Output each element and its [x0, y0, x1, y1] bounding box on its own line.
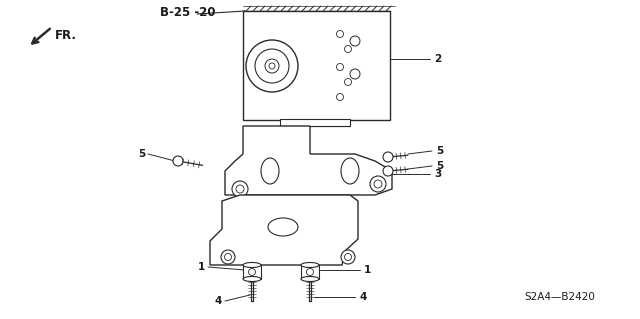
- Circle shape: [173, 156, 183, 166]
- Circle shape: [370, 176, 386, 192]
- Circle shape: [344, 78, 351, 85]
- Circle shape: [337, 63, 344, 70]
- Bar: [301, 265, 319, 279]
- Bar: [243, 11, 390, 120]
- Circle shape: [248, 269, 255, 276]
- Bar: [243, 265, 261, 279]
- Bar: [280, 119, 350, 126]
- Ellipse shape: [268, 218, 298, 236]
- Text: FR.: FR.: [55, 29, 77, 42]
- Polygon shape: [210, 195, 358, 265]
- Circle shape: [344, 46, 351, 53]
- Circle shape: [337, 93, 344, 100]
- Text: 3: 3: [434, 169, 441, 179]
- Circle shape: [269, 63, 275, 69]
- Circle shape: [221, 250, 235, 264]
- Circle shape: [344, 254, 351, 261]
- Circle shape: [307, 269, 314, 276]
- Circle shape: [383, 152, 393, 162]
- Ellipse shape: [341, 158, 359, 184]
- Text: 5: 5: [138, 149, 145, 159]
- Text: 2: 2: [434, 54, 441, 64]
- Circle shape: [350, 36, 360, 46]
- Circle shape: [341, 250, 355, 264]
- Ellipse shape: [261, 158, 279, 184]
- Ellipse shape: [243, 263, 261, 268]
- Text: B-25 -20: B-25 -20: [160, 5, 216, 19]
- Circle shape: [232, 181, 248, 197]
- Circle shape: [225, 254, 232, 261]
- Circle shape: [255, 49, 289, 83]
- Circle shape: [246, 40, 298, 92]
- Circle shape: [350, 69, 360, 79]
- Ellipse shape: [301, 277, 319, 281]
- Text: 4: 4: [359, 292, 366, 302]
- Text: 5: 5: [436, 146, 444, 156]
- Text: S2A4—B2420: S2A4—B2420: [525, 292, 595, 302]
- Circle shape: [337, 31, 344, 38]
- Text: 5: 5: [436, 161, 444, 171]
- Circle shape: [374, 180, 382, 188]
- Circle shape: [383, 166, 393, 176]
- Circle shape: [265, 59, 279, 73]
- Text: 4: 4: [214, 296, 222, 306]
- Text: 1: 1: [198, 262, 205, 272]
- Text: 1: 1: [364, 265, 371, 275]
- Ellipse shape: [243, 277, 261, 281]
- Polygon shape: [225, 126, 392, 195]
- Ellipse shape: [301, 263, 319, 268]
- Circle shape: [236, 185, 244, 193]
